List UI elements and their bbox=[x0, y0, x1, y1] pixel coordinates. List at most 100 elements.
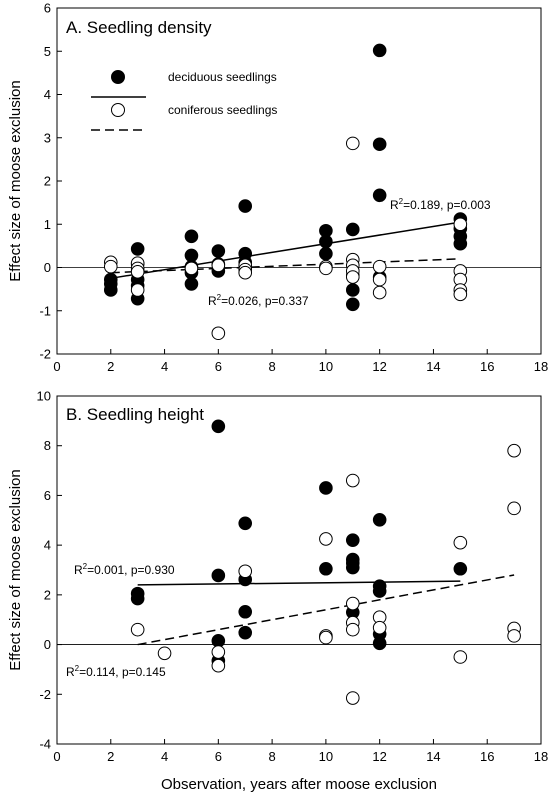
deciduous-point bbox=[211, 419, 226, 434]
panel-b-x-tick-label: 8 bbox=[268, 749, 275, 764]
panel-a-y-tick-label: -1 bbox=[39, 303, 51, 318]
panel-a-x-tick-label: 4 bbox=[161, 359, 168, 374]
panel-b-y-tick-label: 6 bbox=[44, 488, 51, 503]
deciduous-point bbox=[184, 277, 199, 291]
panel-a-y-tick-label: 5 bbox=[44, 44, 51, 59]
deciduous-point bbox=[319, 481, 333, 495]
panel-b-title: B. Seedling height bbox=[66, 405, 204, 424]
panel-b-x-tick-label: 4 bbox=[161, 749, 168, 764]
deciduous-point bbox=[453, 236, 468, 251]
coniferous-point bbox=[345, 691, 360, 705]
panel-b-seedling-height: 0 2 4 6 8 10 12 14 16 18 -4 -2 0 2 4 6 8 10 B. Seedling … bbox=[7, 389, 548, 765]
legend-coniferous-marker bbox=[111, 103, 125, 117]
panel-a-x-tick-label: 10 bbox=[319, 359, 333, 374]
coniferous-point bbox=[453, 650, 468, 664]
deciduous-point bbox=[184, 248, 199, 263]
deciduous-point bbox=[372, 584, 387, 598]
coniferous-trend-line bbox=[110, 258, 461, 274]
coniferous-point bbox=[453, 287, 468, 302]
coniferous-point bbox=[130, 265, 145, 279]
panel-a-x-tick-label: 12 bbox=[372, 359, 386, 374]
coniferous-point bbox=[372, 259, 387, 274]
coniferous-point bbox=[372, 285, 387, 300]
panel-b-y-tick-label: 4 bbox=[44, 538, 51, 553]
coniferous-point bbox=[507, 443, 521, 458]
coniferous-point bbox=[453, 535, 468, 550]
coniferous-point bbox=[211, 326, 226, 341]
panel-a-x-tick-label: 18 bbox=[534, 359, 548, 374]
panel-b-y-tick-label: 8 bbox=[44, 438, 51, 453]
deciduous-point bbox=[372, 188, 387, 203]
panel-a-title: A. Seedling density bbox=[66, 18, 212, 37]
coniferous-point bbox=[372, 620, 387, 635]
deciduous-point bbox=[345, 297, 360, 312]
panel-a-y-tick-label: -2 bbox=[39, 347, 51, 362]
panel-b-y-tick-label: 2 bbox=[44, 587, 51, 602]
panel-b-y-tick-label: -2 bbox=[39, 687, 51, 702]
deciduous-point bbox=[345, 533, 360, 547]
panel-b-x-tick-label: 10 bbox=[319, 749, 333, 764]
panel-a-y-ticks: -2 -1 0 1 2 3 4 5 6 bbox=[39, 1, 62, 362]
coniferous-point bbox=[211, 258, 226, 273]
coniferous-point bbox=[507, 501, 521, 516]
panel-b-x-tick-label: 6 bbox=[215, 749, 222, 764]
deciduous-point bbox=[372, 137, 387, 152]
legend: deciduous seedlings coniferous seedlings bbox=[91, 70, 277, 131]
deciduous-point bbox=[211, 568, 226, 583]
coniferous-point bbox=[453, 217, 468, 232]
panel-b-y-tick-label: 0 bbox=[44, 637, 51, 652]
panel-b-x-tick-label: 18 bbox=[534, 749, 548, 764]
panel-a-y-tick-label: 3 bbox=[44, 130, 51, 145]
deciduous-point bbox=[211, 244, 226, 258]
deciduous-point bbox=[345, 560, 360, 575]
deciduous-point bbox=[319, 561, 333, 576]
panel-a-coniferous-stat: R2=0.026, p=0.337 bbox=[208, 293, 309, 308]
deciduous-point bbox=[453, 561, 468, 576]
coniferous-point bbox=[238, 564, 253, 579]
panel-b-trend-lines bbox=[137, 574, 515, 646]
panel-a-points bbox=[103, 43, 468, 341]
deciduous-point bbox=[238, 199, 253, 213]
panel-a-y-tick-label: 0 bbox=[44, 260, 51, 275]
coniferous-point bbox=[319, 532, 333, 546]
panel-b-x-tick-label: 12 bbox=[372, 749, 386, 764]
coniferous-point bbox=[103, 259, 118, 274]
coniferous-point bbox=[238, 265, 253, 280]
coniferous-point bbox=[319, 261, 333, 276]
coniferous-point bbox=[345, 473, 360, 488]
panel-b-x-tick-label: 16 bbox=[480, 749, 494, 764]
deciduous-point bbox=[184, 229, 199, 244]
coniferous-point bbox=[211, 645, 226, 659]
panel-b-x-tick-label: 14 bbox=[426, 749, 440, 764]
deciduous-point bbox=[345, 222, 360, 237]
deciduous-trend-line bbox=[110, 221, 461, 280]
panel-a-y-tick-label: 6 bbox=[44, 1, 51, 16]
coniferous-point bbox=[184, 261, 199, 276]
panel-a-x-tick-label: 8 bbox=[268, 359, 275, 374]
deciduous-point bbox=[130, 591, 145, 606]
panel-a-x-tick-label: 6 bbox=[215, 359, 222, 374]
panel-a-trend-lines bbox=[110, 221, 461, 280]
panel-b-y-tick-label: 10 bbox=[37, 389, 51, 404]
panel-a-x-tick-label: 0 bbox=[53, 359, 60, 374]
coniferous-point bbox=[345, 136, 360, 151]
deciduous-point bbox=[103, 272, 118, 287]
panel-a-x-ticks: 0 2 4 6 8 10 12 14 16 18 bbox=[53, 349, 548, 374]
deciduous-point bbox=[372, 636, 387, 651]
panel-a-x-tick-label: 14 bbox=[426, 359, 440, 374]
coniferous-point bbox=[345, 270, 360, 284]
coniferous-point bbox=[319, 630, 333, 645]
deciduous-point bbox=[238, 604, 253, 619]
coniferous-point bbox=[345, 596, 360, 611]
panel-a-deciduous-stat: R2=0.189, p=0.003 bbox=[390, 197, 491, 212]
deciduous-point bbox=[238, 625, 253, 640]
panel-b-y-axis-label: Effect size of moose exclusion bbox=[7, 469, 24, 671]
panel-b-coniferous-stat: R2=0.114, p=0.145 bbox=[66, 664, 166, 679]
coniferous-point bbox=[130, 622, 145, 637]
panel-a-y-tick-label: 1 bbox=[44, 217, 51, 232]
legend-deciduous-label: deciduous seedlings bbox=[168, 70, 277, 84]
coniferous-point bbox=[507, 629, 521, 643]
deciduous-point bbox=[345, 283, 360, 297]
